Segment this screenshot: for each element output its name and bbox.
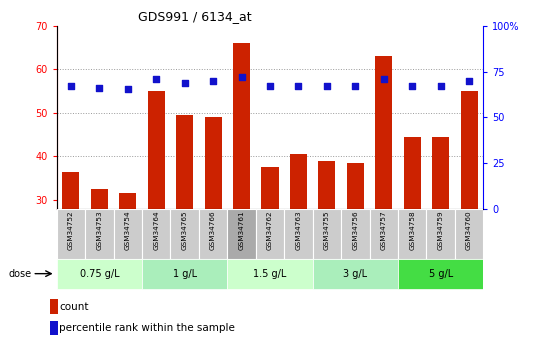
Text: GSM34753: GSM34753 <box>96 210 103 250</box>
Bar <box>63 172 79 209</box>
Bar <box>50 299 58 314</box>
Text: GSM34765: GSM34765 <box>181 210 188 250</box>
Bar <box>398 259 483 289</box>
Text: GSM34757: GSM34757 <box>381 210 387 250</box>
Bar <box>148 91 165 209</box>
Point <box>436 83 445 89</box>
Text: GSM34758: GSM34758 <box>409 210 415 250</box>
Point <box>322 83 331 89</box>
Text: GSM34752: GSM34752 <box>68 210 74 250</box>
Bar <box>227 209 256 259</box>
Bar <box>227 259 313 289</box>
Text: GSM34766: GSM34766 <box>210 210 216 250</box>
Text: percentile rank within the sample: percentile rank within the sample <box>59 323 235 333</box>
Point <box>95 85 104 91</box>
Bar <box>404 137 421 209</box>
Point <box>66 83 75 89</box>
Bar <box>233 43 250 209</box>
Bar <box>142 259 227 289</box>
Bar <box>313 209 341 259</box>
Bar <box>432 137 449 209</box>
Text: dose: dose <box>8 269 31 279</box>
Point <box>152 76 160 82</box>
Bar <box>119 194 136 209</box>
Point <box>180 80 189 85</box>
Bar <box>142 209 171 259</box>
Text: GSM34761: GSM34761 <box>239 210 245 250</box>
Text: 0.75 g/L: 0.75 g/L <box>79 269 119 279</box>
Bar <box>176 115 193 209</box>
Bar <box>427 209 455 259</box>
Point <box>465 78 474 83</box>
Bar <box>57 259 142 289</box>
Text: GSM34764: GSM34764 <box>153 210 159 250</box>
Bar <box>171 209 199 259</box>
Text: GSM34763: GSM34763 <box>295 210 301 250</box>
Text: GSM34762: GSM34762 <box>267 210 273 250</box>
Bar <box>57 209 85 259</box>
Bar <box>461 91 477 209</box>
Text: GSM34756: GSM34756 <box>352 210 359 250</box>
Bar <box>205 117 221 209</box>
Text: 3 g/L: 3 g/L <box>343 269 367 279</box>
Bar <box>369 209 398 259</box>
Bar <box>113 209 142 259</box>
Text: 1 g/L: 1 g/L <box>173 269 197 279</box>
Bar <box>455 209 483 259</box>
Point <box>294 83 303 89</box>
Bar <box>375 56 392 209</box>
Bar <box>341 209 369 259</box>
Point <box>380 76 388 82</box>
Point <box>408 83 416 89</box>
Bar <box>256 209 284 259</box>
Point <box>351 83 360 89</box>
Bar <box>199 209 227 259</box>
Point <box>237 74 246 80</box>
Text: 5 g/L: 5 g/L <box>429 269 453 279</box>
Bar <box>319 161 335 209</box>
Bar <box>347 163 364 209</box>
Text: GSM34754: GSM34754 <box>125 210 131 250</box>
Point <box>266 83 274 89</box>
Point <box>209 78 218 83</box>
Bar <box>91 189 108 209</box>
Bar <box>313 259 398 289</box>
Bar <box>290 154 307 209</box>
Bar <box>398 209 427 259</box>
Text: GDS991 / 6134_at: GDS991 / 6134_at <box>138 10 251 23</box>
Text: GSM34759: GSM34759 <box>437 210 444 250</box>
Text: GSM34755: GSM34755 <box>324 210 330 250</box>
Text: GSM34760: GSM34760 <box>466 210 472 250</box>
Bar <box>50 321 58 335</box>
Point <box>124 86 132 92</box>
Bar <box>284 209 313 259</box>
Text: count: count <box>59 302 89 312</box>
Bar <box>85 209 113 259</box>
Text: 1.5 g/L: 1.5 g/L <box>253 269 287 279</box>
Bar <box>261 167 279 209</box>
